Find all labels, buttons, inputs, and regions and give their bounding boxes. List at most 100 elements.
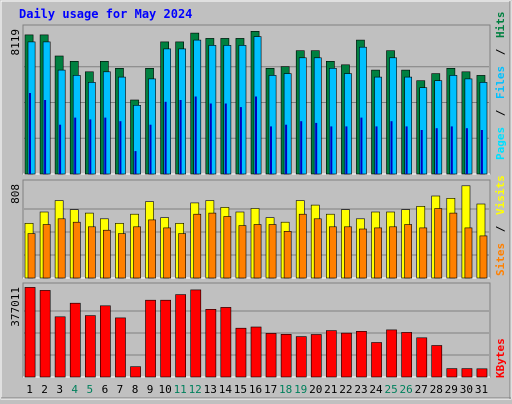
bar-kbytes-day-8 (130, 366, 141, 378)
bar-sites-day-24 (374, 227, 382, 279)
bar-sites-day-28 (434, 208, 443, 279)
bar-sites-day-14 (223, 216, 232, 279)
bar-pages-day-8 (134, 151, 137, 174)
x-label-day-24: 24 (369, 383, 383, 396)
legend-kbytes: KBytes (494, 338, 507, 378)
bar-sites-day-31 (479, 235, 488, 279)
bar-sites-day-19 (298, 213, 307, 279)
bar-kbytes-day-22 (341, 332, 352, 378)
bar-files-day-13 (208, 45, 217, 175)
bar-files-day-27 (419, 87, 428, 175)
bar-files-day-14 (223, 45, 232, 175)
bar-sites-day-3 (57, 218, 66, 279)
bar-files-day-30 (464, 78, 473, 175)
x-label-day-17: 17 (264, 383, 277, 396)
x-label-day-21: 21 (324, 383, 337, 396)
bar-files-day-6 (103, 71, 111, 175)
x-label-day-30: 30 (460, 383, 473, 396)
legend-pages: Pages (494, 127, 507, 160)
bar-sites-day-18 (283, 231, 292, 279)
bar-kbytes-day-31 (476, 368, 488, 378)
bar-sites-day-25 (389, 226, 397, 279)
bar-sites-day-20 (313, 218, 322, 279)
bar-files-day-26 (404, 76, 413, 175)
bar-kbytes-day-15 (235, 327, 247, 378)
legend-sep-3: / (494, 225, 507, 232)
x-label-day-25: 25 (384, 383, 397, 396)
bar-files-day-16 (253, 36, 262, 175)
bar-files-day-7 (118, 76, 126, 175)
bar-files-day-5 (88, 82, 96, 175)
x-label-day-28: 28 (430, 383, 443, 396)
bar-files-day-28 (434, 80, 443, 175)
bar-files-day-1 (27, 41, 36, 175)
bar-sites-day-27 (419, 227, 428, 279)
bar-pages-day-26 (405, 126, 408, 174)
bar-pages-day-18 (285, 124, 288, 174)
bar-pages-day-11 (179, 100, 182, 174)
bar-sites-day-12 (193, 213, 202, 279)
bar-pages-day-13 (209, 103, 212, 174)
bar-sites-day-11 (178, 233, 187, 279)
bar-pages-day-4 (74, 117, 77, 174)
bar-kbytes-day-25 (386, 329, 397, 378)
x-label-day-6: 6 (102, 383, 109, 396)
bar-files-day-15 (238, 45, 247, 175)
bar-pages-day-31 (480, 130, 483, 174)
bar-kbytes-day-23 (356, 330, 367, 378)
legend-kbytes-label: KBytes (494, 338, 507, 378)
x-label-day-4: 4 (71, 383, 78, 396)
legend-sep-1: / (494, 109, 507, 116)
legend-visits: Visits (494, 175, 507, 215)
bar-sites-day-8 (133, 226, 141, 279)
bar-kbytes-day-1 (24, 287, 36, 378)
bar-files-day-19 (298, 57, 307, 175)
bar-files-day-11 (178, 48, 187, 175)
bar-kbytes-day-17 (265, 333, 277, 378)
bar-sites-day-2 (42, 224, 51, 279)
bar-sites-day-17 (268, 224, 277, 279)
bar-files-day-8 (133, 105, 141, 175)
x-label-day-10: 10 (158, 383, 171, 396)
bar-pages-day-21 (330, 126, 333, 174)
bar-pages-day-5 (89, 119, 92, 174)
svg-text:Pages / Files: Pages / Files / Hits (494, 12, 507, 161)
x-label-day-18: 18 (279, 383, 292, 396)
bar-kbytes-day-16 (250, 326, 262, 378)
bar-pages-day-17 (270, 126, 272, 174)
x-label-day-12: 12 (189, 383, 202, 396)
legend-sites-visits: Sites / Visits (494, 175, 507, 276)
bar-kbytes-day-18 (280, 333, 292, 378)
y-tick-label-sites-visits: 808 (9, 184, 22, 204)
bar-files-day-2 (42, 41, 51, 175)
bar-sites-day-5 (88, 226, 96, 279)
bar-pages-day-30 (465, 128, 468, 174)
bar-files-day-9 (148, 78, 156, 175)
bar-sites-day-4 (72, 221, 81, 279)
bar-files-day-22 (344, 73, 352, 175)
bar-sites-day-15 (238, 225, 247, 279)
bar-pages-day-22 (345, 126, 348, 174)
legend-hits-files-pages: Pages / Files / Hits (494, 12, 507, 161)
x-label-day-26: 26 (399, 383, 412, 396)
bar-pages-day-3 (59, 124, 62, 174)
bar-pages-day-1 (29, 93, 31, 174)
bar-sites-day-7 (118, 233, 126, 279)
chart-title: Daily usage for May 2024 (19, 7, 192, 21)
bar-kbytes-day-13 (205, 308, 217, 378)
bar-files-day-29 (449, 75, 458, 175)
bar-pages-day-7 (119, 121, 122, 174)
bar-files-day-18 (283, 73, 292, 175)
bar-kbytes-day-19 (295, 336, 307, 378)
bar-pages-day-23 (360, 117, 363, 174)
bar-kbytes-day-7 (115, 317, 126, 378)
bar-files-day-4 (72, 75, 81, 175)
bar-pages-day-24 (375, 126, 378, 174)
bar-pages-day-29 (450, 126, 453, 174)
bar-files-day-3 (57, 69, 66, 175)
bar-sites-day-29 (449, 212, 458, 279)
x-label-day-9: 9 (147, 383, 154, 396)
y-tick-label-hits-files-pages: 8119 (9, 29, 22, 56)
